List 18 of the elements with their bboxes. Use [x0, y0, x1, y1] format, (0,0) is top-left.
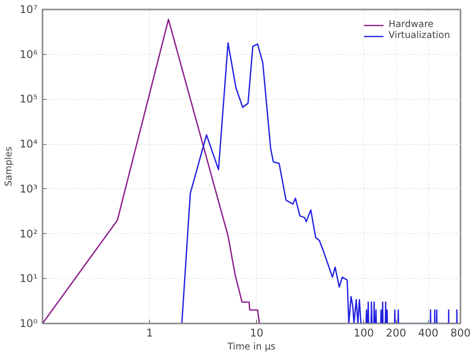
x-tick-label: 100 — [354, 326, 374, 340]
x-tick-label: 1 — [146, 326, 153, 340]
y-tick-label: 10⁰ — [20, 317, 38, 330]
y-tick-label: 10⁶ — [20, 48, 38, 61]
x-tick-label: 200 — [386, 326, 406, 340]
x-tick-label: 10 — [250, 326, 264, 340]
x-tick-label: 800 — [450, 326, 471, 340]
y-tick-label: 10⁵ — [20, 92, 38, 106]
legend-label: Virtualization — [388, 30, 450, 41]
y-tick-label: 10⁴ — [20, 138, 38, 151]
y-tick-label: 10¹ — [20, 272, 38, 286]
y-tick-label: 10⁷ — [20, 3, 38, 16]
legend-label: Hardware — [388, 19, 434, 30]
x-tick-label: 400 — [418, 326, 439, 340]
y-axis-title: Samples — [4, 146, 15, 186]
x-axis-title: Time in µs — [226, 342, 276, 352]
y-tick-label: 10² — [20, 227, 38, 240]
y-tick-label: 10³ — [20, 182, 38, 196]
